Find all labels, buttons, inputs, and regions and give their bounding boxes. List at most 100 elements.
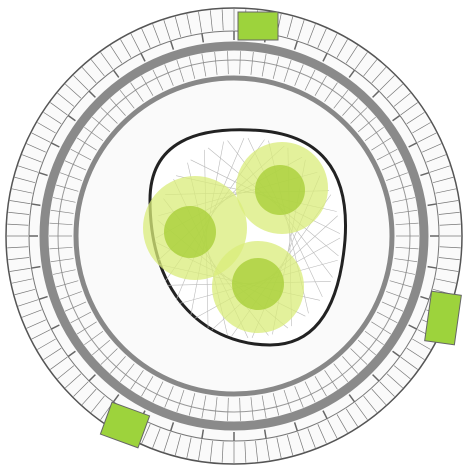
room-divider [57, 365, 75, 380]
room-divider [152, 23, 161, 44]
room-divider [201, 429, 205, 439]
room-divider [56, 280, 79, 288]
room-divider [386, 373, 403, 389]
room-divider [38, 171, 48, 177]
room-divider [297, 20, 305, 41]
room-divider [81, 388, 97, 405]
room-divider [201, 395, 207, 419]
room-divider [9, 200, 31, 205]
room-divider [90, 395, 105, 413]
room-divider [354, 402, 368, 420]
room-divider [14, 288, 36, 296]
green-patio [424, 290, 462, 346]
green-patio [237, 11, 279, 41]
room-divider [18, 299, 39, 307]
room-divider [26, 143, 46, 153]
room-divider [386, 291, 408, 300]
room-divider [417, 132, 437, 143]
room-divider [392, 269, 416, 275]
room-divider [336, 414, 348, 433]
room-divider [188, 393, 196, 416]
room-divider [239, 397, 241, 421]
room-divider [422, 143, 442, 153]
room-divider [100, 52, 114, 70]
room-divider [263, 429, 267, 439]
room-divider [198, 439, 203, 461]
room-divider [52, 197, 76, 203]
room-divider [293, 422, 299, 432]
room-divider [427, 265, 437, 269]
room-divider [420, 171, 430, 177]
room-divider [408, 142, 417, 148]
room-divider [286, 16, 294, 38]
room-divider [376, 148, 398, 161]
room-divider [38, 295, 48, 301]
room-divider [227, 397, 229, 421]
room-divider [314, 376, 327, 397]
room-divider [164, 64, 174, 86]
room-divider [221, 441, 224, 463]
room-divider [265, 439, 270, 461]
room-divider [21, 154, 42, 163]
room-divider [152, 69, 164, 91]
room-divider [420, 295, 430, 301]
room-divider [49, 222, 73, 226]
room-divider [152, 381, 164, 403]
room-divider [435, 188, 457, 194]
room-divider [14, 176, 36, 184]
room-divider [371, 67, 387, 84]
room-divider [130, 82, 144, 102]
room-divider [76, 321, 97, 335]
room-divider [88, 90, 96, 98]
room-divider [427, 203, 437, 207]
room-divider [11, 278, 33, 284]
room-divider [342, 356, 359, 374]
room-divider [297, 431, 305, 452]
room-divider [392, 114, 401, 122]
room-divider [221, 9, 224, 31]
room-divider [21, 309, 42, 318]
room-divider [379, 381, 395, 397]
room-divider [364, 330, 384, 346]
room-divider [57, 92, 75, 107]
room-divider [50, 356, 68, 370]
room-divider [363, 395, 378, 413]
room-divider [386, 83, 403, 99]
room-divider [392, 197, 416, 203]
room-divider [73, 381, 89, 397]
corridor-ring [39, 41, 429, 431]
room-divider [371, 388, 387, 405]
room-divider [8, 257, 30, 261]
room-divider [51, 324, 60, 330]
room-divider [261, 395, 267, 419]
room-divider [84, 126, 104, 142]
room-divider [141, 28, 151, 48]
room-divider [314, 75, 327, 96]
room-divider [406, 347, 425, 360]
room-divider [429, 165, 450, 173]
room-divider [304, 381, 316, 403]
room-divider [304, 69, 316, 91]
room-divider [174, 16, 182, 38]
room-divider [261, 53, 267, 77]
room-divider [364, 126, 384, 142]
room-divider [357, 339, 376, 356]
room-divider [52, 269, 76, 275]
room-divider [354, 52, 368, 70]
room-divider [400, 102, 418, 116]
room-divider [141, 376, 154, 397]
room-divider [324, 82, 338, 102]
room-divider [100, 107, 118, 124]
room-divider [379, 75, 395, 91]
room-divider [31, 329, 51, 340]
room-divider [348, 394, 356, 403]
room-divider [336, 39, 348, 58]
room-divider [376, 311, 398, 324]
room-divider [43, 347, 62, 360]
room-divider [164, 386, 174, 408]
room-divider [392, 350, 401, 358]
room-divider [49, 246, 73, 250]
room-divider [389, 184, 412, 192]
room-divider [11, 188, 33, 194]
